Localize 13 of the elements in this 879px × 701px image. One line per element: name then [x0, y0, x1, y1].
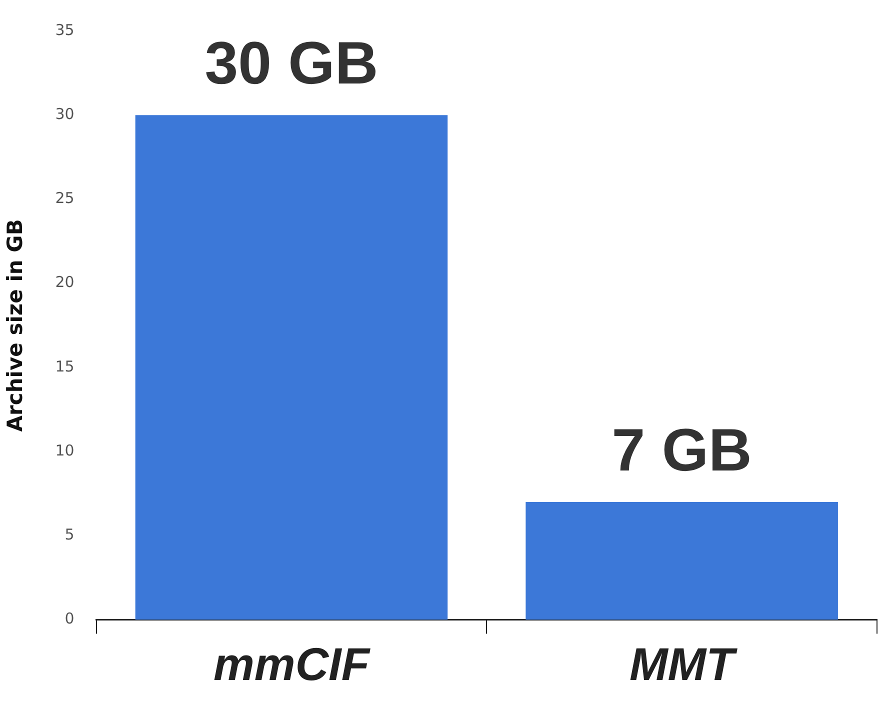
y-tick-label: 10 — [55, 441, 74, 460]
data-label: 30 GB — [204, 30, 378, 97]
y-tick-label: 20 — [55, 273, 74, 292]
y-tick-label: 15 — [55, 357, 74, 376]
y-tick-label: 0 — [64, 610, 74, 628]
y-axis-title: Archive size in GB — [3, 219, 28, 432]
x-tick-label: MMT — [629, 638, 738, 690]
data-label: 7 GB — [612, 416, 752, 484]
y-tick-label: 25 — [55, 189, 74, 208]
y-tick-label: 30 — [55, 105, 74, 124]
y-tick-label: 35 — [55, 20, 74, 39]
y-tick-label: 5 — [64, 526, 74, 544]
x-tick-label: mmCIF — [214, 638, 372, 690]
